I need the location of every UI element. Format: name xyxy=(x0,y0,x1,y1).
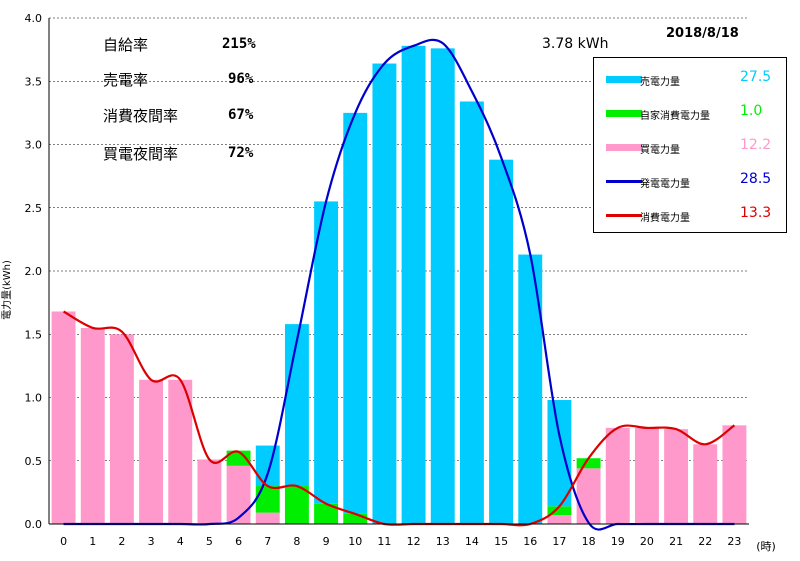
legend-label-generation: 発電電力量 xyxy=(640,179,690,190)
bar xyxy=(401,45,426,524)
legend-label-consumption: 消費電力量 xyxy=(640,213,690,224)
legend-item-generation: 発電電力量 28.5 xyxy=(594,171,788,192)
axes: 0.00.51.01.52.02.53.03.54.00 1 2 3 4 5 6 7 8 9 10 1… xyxy=(0,12,776,553)
legend-swatch-purchase xyxy=(606,144,642,151)
legend-item-consumption: 消費電力量 13.3 xyxy=(594,205,788,226)
series-line xyxy=(63,310,736,527)
x-tick-label: 8 xyxy=(293,535,300,548)
bar xyxy=(489,159,514,524)
y-tick-label: 0.5 xyxy=(25,455,43,468)
legend-item-purchase: 買電力量 12.2 xyxy=(594,137,788,158)
y-tick-label: 1.0 xyxy=(25,392,43,405)
bar xyxy=(255,445,280,487)
bar xyxy=(226,450,251,466)
y-tick-label: 1.5 xyxy=(25,328,43,341)
bar xyxy=(284,486,309,524)
x-tick-label: 14 xyxy=(465,535,479,548)
bar xyxy=(255,512,280,524)
bar xyxy=(343,112,368,514)
legend-value-consumption: 13.3 xyxy=(740,205,772,221)
bar xyxy=(547,506,572,516)
legend-value-sell: 27.5 xyxy=(740,69,772,85)
bar xyxy=(605,427,630,524)
bar xyxy=(576,458,601,469)
bar xyxy=(372,63,397,524)
legend-swatch-self-consumption xyxy=(606,110,642,117)
x-tick-label: 7 xyxy=(264,535,271,548)
x-tick-label: 12 xyxy=(407,535,421,548)
legend-label-purchase: 買電力量 xyxy=(640,145,680,156)
legend-value-generation: 28.5 xyxy=(740,171,772,187)
legend-label-self-consumption: 自家消費電力量 xyxy=(640,111,710,122)
bar xyxy=(459,101,484,525)
x-tick-label: 6 xyxy=(235,535,242,548)
x-tick-label: 2 xyxy=(118,535,125,548)
legend-item-sell: 売電力量 27.5 xyxy=(594,69,788,90)
x-tick-label: 15 xyxy=(494,535,508,548)
y-tick-label: 0.0 xyxy=(25,518,43,531)
chart-date: 2018/8/18 xyxy=(666,26,739,41)
y-tick-label: 3.5 xyxy=(25,75,43,88)
grid-lines xyxy=(49,17,749,462)
x-tick-label: 22 xyxy=(698,535,712,548)
y-axis-label: 電力量(kWh) xyxy=(0,260,13,320)
x-tick-label: 16 xyxy=(523,535,537,548)
x-tick-label: 20 xyxy=(640,535,654,548)
x-tick-label: 21 xyxy=(669,535,683,548)
bar xyxy=(547,515,572,524)
bar xyxy=(430,48,455,525)
y-tick-label: 4.0 xyxy=(25,12,43,25)
bar xyxy=(197,459,222,524)
bar xyxy=(80,327,105,524)
x-tick-label: 9 xyxy=(323,535,330,548)
bar xyxy=(51,311,76,524)
bar xyxy=(139,379,164,524)
bar xyxy=(722,425,747,524)
bar xyxy=(693,444,718,524)
y-tick-label: 3.0 xyxy=(25,139,43,152)
legend-label-sell: 売電力量 xyxy=(640,77,680,88)
y-tick-label: 2.0 xyxy=(25,265,43,278)
bar xyxy=(314,503,339,524)
bar xyxy=(109,334,134,524)
legend: 売電力量 27.5 自家消費電力量 1.0 買電力量 12.2 発電電力量 28… xyxy=(593,57,787,233)
legend-value-self-consumption: 1.0 xyxy=(740,103,763,119)
x-axis-label: (時) xyxy=(756,540,776,553)
x-tick-label: 10 xyxy=(348,535,362,548)
legend-value-purchase: 12.2 xyxy=(740,137,772,153)
x-tick-label: 5 xyxy=(206,535,213,548)
x-tick-label: 1 xyxy=(89,535,96,548)
x-tick-label: 19 xyxy=(611,535,625,548)
legend-swatch-sell xyxy=(606,76,642,83)
x-tick-label: 3 xyxy=(148,535,155,548)
y-tick-label: 2.5 xyxy=(25,202,43,215)
x-tick-label: 0 xyxy=(60,535,67,548)
bar xyxy=(664,429,689,524)
bar xyxy=(576,468,601,524)
bar xyxy=(168,379,193,524)
x-tick-label: 17 xyxy=(552,535,566,548)
bar xyxy=(547,400,572,507)
bar xyxy=(518,254,543,524)
legend-line-generation xyxy=(606,180,642,183)
bar xyxy=(226,465,251,524)
legend-line-consumption xyxy=(606,214,642,217)
peak-value: 3.78 kWh xyxy=(542,36,609,52)
x-tick-label: 11 xyxy=(377,535,391,548)
bar xyxy=(343,513,368,524)
x-tick-label: 4 xyxy=(177,535,184,548)
bar xyxy=(255,486,280,513)
x-tick-label: 18 xyxy=(582,535,596,548)
bar xyxy=(284,324,309,487)
bar xyxy=(314,201,339,504)
legend-item-self-consumption: 自家消費電力量 1.0 xyxy=(594,103,788,124)
bar xyxy=(634,427,659,524)
x-tick-label: 13 xyxy=(436,535,450,548)
x-tick-label: 23 xyxy=(727,535,741,548)
